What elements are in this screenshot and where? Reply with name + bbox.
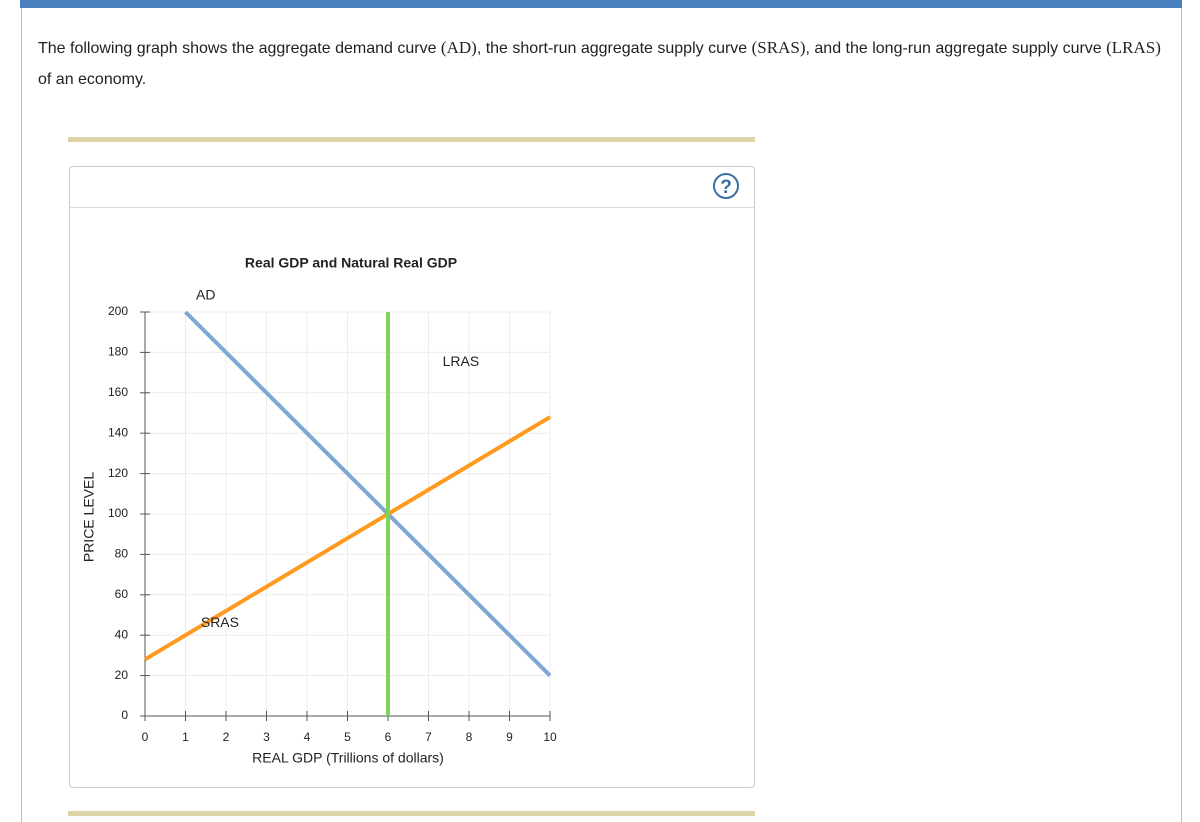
x-tick-label: 4	[304, 730, 311, 744]
chart-title: Real GDP and Natural Real GDP	[245, 255, 457, 271]
x-tick-label: 10	[543, 730, 557, 744]
help-button[interactable]: ?	[713, 173, 739, 199]
graph-panel	[69, 166, 755, 788]
divider	[68, 811, 755, 816]
y-tick-label: 0	[121, 708, 128, 722]
y-tick-label: 140	[108, 425, 128, 439]
x-tick-label: 0	[142, 730, 149, 744]
x-tick-label: 6	[385, 730, 392, 744]
y-tick-label: 80	[115, 547, 129, 561]
border	[21, 8, 22, 822]
intro-run: (LRAS)	[1106, 38, 1161, 57]
y-tick-label: 20	[115, 668, 129, 682]
curve-label: SRAS	[201, 614, 239, 630]
y-tick-label: 120	[108, 466, 128, 480]
intro-run: , the short-run aggregate supply curve	[476, 40, 752, 57]
top-bar	[20, 0, 1182, 8]
x-tick-label: 3	[263, 730, 270, 744]
y-axis-label: PRICE LEVEL	[81, 472, 97, 562]
x-tick-label: 9	[506, 730, 513, 744]
x-tick-label: 8	[466, 730, 473, 744]
y-tick-label: 100	[108, 506, 128, 520]
intro-run: of an economy.	[38, 71, 147, 88]
panel-header-line	[70, 207, 754, 208]
y-tick-label: 180	[108, 345, 128, 359]
intro-run: The following graph shows the aggregate …	[38, 40, 441, 57]
y-tick-label: 160	[108, 385, 128, 399]
curve	[143, 415, 552, 662]
y-tick-label: 60	[115, 587, 129, 601]
border	[1181, 8, 1182, 822]
x-axis-label: REAL GDP (Trillions of dollars)	[252, 750, 444, 766]
x-tick-label: 5	[344, 730, 351, 744]
intro-text: The following graph shows the aggregate …	[38, 32, 1168, 95]
intro-run: (AD)	[440, 38, 477, 57]
x-tick-label: 7	[425, 730, 432, 744]
x-tick-label: 2	[223, 730, 230, 744]
curve	[184, 310, 552, 678]
y-tick-label: 200	[108, 304, 128, 318]
y-tick-label: 40	[115, 627, 129, 641]
divider	[68, 137, 755, 142]
curve-label: LRAS	[443, 353, 480, 369]
intro-run: (SRAS)	[751, 38, 806, 57]
x-tick-label: 1	[182, 730, 189, 744]
intro-run: , and the long-run aggregate supply curv…	[805, 40, 1107, 57]
curve-label: AD	[196, 287, 215, 303]
